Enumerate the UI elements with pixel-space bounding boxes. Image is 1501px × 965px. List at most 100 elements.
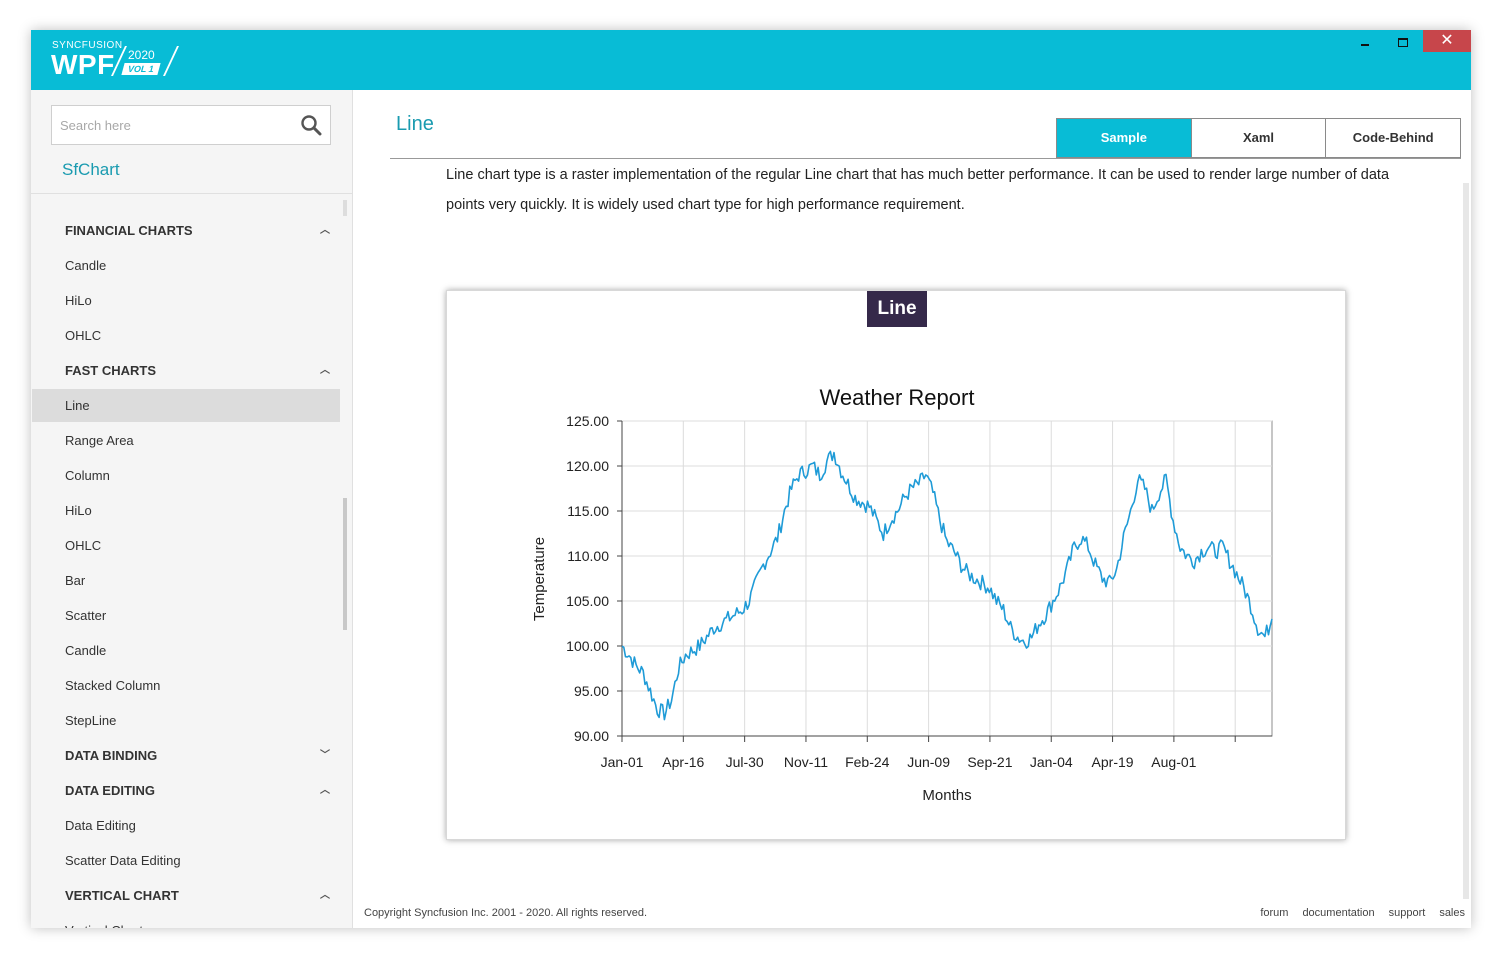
- sidebar-item-label: DATA BINDING: [65, 748, 158, 763]
- sidebar-item-label: Data Editing: [65, 818, 136, 833]
- x-axis-label: Months: [922, 787, 971, 804]
- y-tick-label: 120.00: [566, 458, 609, 474]
- chevron-up-icon: ︿: [320, 365, 330, 376]
- sidebar: SfChart FINANCIAL CHARTS︿CandleHiLoOHLCF…: [31, 90, 353, 928]
- y-tick-label: 110.00: [567, 548, 609, 564]
- sidebar-item-bar[interactable]: Bar: [32, 564, 340, 597]
- sidebar-group-fast-charts[interactable]: FAST CHARTS ︿: [32, 354, 340, 387]
- x-tick-label: Jan-01: [601, 754, 644, 770]
- sample-description: Line chart type is a raster implementati…: [446, 160, 1461, 220]
- sidebar-item-range-area[interactable]: Range Area: [32, 424, 340, 457]
- sidebar-group-financial-charts[interactable]: FINANCIAL CHARTS ︿: [32, 214, 340, 247]
- nav-scrollbar-top[interactable]: [343, 200, 347, 216]
- description-line-1: Line chart type is a raster implementati…: [446, 167, 1390, 183]
- copyright-text: Copyright Syncfusion Inc. 2001 - 2020. A…: [364, 907, 648, 919]
- tab-xaml[interactable]: Xaml: [1192, 119, 1327, 157]
- sidebar-group-data-editing[interactable]: DATA EDITING ︿: [32, 774, 340, 807]
- sidebar-item-stacked-column[interactable]: Stacked Column: [32, 669, 340, 702]
- sidebar-item-label: Candle: [65, 643, 107, 658]
- sidebar-item-ohlc[interactable]: OHLC: [32, 319, 340, 352]
- title-bar: SYNCFUSION WPF 2020 VOL 1 ✕: [31, 30, 1471, 90]
- sidebar-item-label: Range Area: [65, 433, 134, 448]
- sidebar-item-hilo[interactable]: HiLo: [32, 494, 340, 527]
- chart-card: 90.00 95.00 100.00 105.00 110.00 115.00 120.00…: [446, 290, 1346, 840]
- main-scrollbar[interactable]: [1463, 183, 1469, 899]
- sidebar-item-column[interactable]: Column: [32, 459, 340, 492]
- y-tick-label: 115.00: [567, 503, 609, 519]
- chevron-up-icon: ︿: [320, 785, 330, 796]
- x-tick-label: Nov-11: [784, 754, 828, 770]
- main-content: Line Sample Xaml Code-Behind Line chart …: [354, 90, 1471, 928]
- sidebar-item-stepline[interactable]: StepLine: [32, 704, 340, 737]
- chart-title: Weather Report: [820, 385, 975, 410]
- close-button[interactable]: ✕: [1423, 30, 1471, 52]
- sidebar-item-label: Vertical Chart: [65, 923, 143, 928]
- sidebar-item-scatter-data-editing[interactable]: Scatter Data Editing: [32, 844, 340, 877]
- brand-small: SYNCFUSION: [52, 40, 123, 51]
- header-divider: [390, 158, 1461, 159]
- sidebar-item-label: Bar: [65, 573, 86, 588]
- sidebar-item-data-editing[interactable]: Data Editing: [32, 809, 340, 842]
- search-box[interactable]: [51, 105, 331, 145]
- search-input[interactable]: [60, 106, 290, 144]
- sidebar-item-label: HiLo: [65, 293, 92, 308]
- minimize-button[interactable]: [1347, 30, 1383, 52]
- nav-list: FINANCIAL CHARTS ︿ Candle HiLo OHLC FAST CHAR…: [31, 194, 340, 928]
- x-tick-label: Sep-21: [967, 754, 1012, 770]
- brand-year: 2020: [128, 48, 155, 62]
- sidebar-item-label: Candle: [65, 258, 107, 273]
- sidebar-item-label: Column: [65, 468, 110, 483]
- series-line: [621, 450, 1273, 721]
- sidebar-group-data-binding[interactable]: DATA BINDING ﹀: [32, 739, 340, 772]
- y-tick-label: 125.00: [566, 413, 609, 429]
- minimize-icon: [1361, 44, 1369, 47]
- y-axis-label: Temperature: [531, 537, 548, 621]
- sidebar-item-hilo[interactable]: HiLo: [32, 284, 340, 317]
- footer-link-sales[interactable]: sales: [1439, 907, 1465, 919]
- x-tick-label: Apr-19: [1092, 754, 1134, 770]
- nav-scrollbar-thumb[interactable]: [343, 498, 347, 630]
- sidebar-item-candle[interactable]: Candle: [32, 634, 340, 667]
- logo-slash: [163, 46, 179, 76]
- footer-link-support[interactable]: support: [1388, 907, 1426, 919]
- sidebar-item-label: OHLC: [65, 328, 102, 343]
- footer-link-documentation[interactable]: documentation: [1302, 907, 1375, 919]
- search-icon[interactable]: [300, 114, 322, 136]
- x-tick-label: Jan-04: [1030, 754, 1073, 770]
- sidebar-item-label: FAST CHARTS: [65, 363, 156, 378]
- sidebar-item-label: StepLine: [65, 713, 117, 728]
- sidebar-item-vertical-chart[interactable]: Vertical Chart: [32, 914, 340, 928]
- sidebar-item-label: HiLo: [65, 503, 92, 518]
- product-title[interactable]: SfChart: [62, 160, 120, 179]
- chevron-up-icon: ︿: [320, 225, 330, 236]
- view-tabs: Sample Xaml Code-Behind: [1056, 118, 1461, 158]
- x-tick-label: Aug-01: [1151, 754, 1196, 770]
- footer-link-forum[interactable]: forum: [1260, 907, 1289, 919]
- brand-big: WPF: [51, 49, 115, 80]
- maximize-button[interactable]: [1385, 30, 1421, 52]
- y-tick-label: 105.00: [566, 593, 609, 609]
- y-tick-label: 90.00: [574, 728, 609, 744]
- sidebar-item-candle[interactable]: Candle: [32, 249, 340, 282]
- sidebar-item-label: Scatter: [65, 608, 107, 623]
- chevron-down-icon: ﹀: [320, 750, 330, 761]
- tab-code-behind[interactable]: Code-Behind: [1352, 130, 1434, 145]
- sidebar-item-ohlc[interactable]: OHLC: [32, 529, 340, 562]
- sidebar-item-line[interactable]: Line: [32, 389, 340, 422]
- description-line-2: points very quickly. It is widely used c…: [446, 197, 965, 213]
- sidebar-item-scatter[interactable]: Scatter: [32, 599, 340, 632]
- brand-vol: VOL 1: [121, 63, 161, 75]
- y-tick-label: 100.00: [566, 638, 609, 654]
- app-window: SYNCFUSION WPF 2020 VOL 1 ✕ SfChart FINA…: [31, 30, 1471, 928]
- plot-area: [621, 420, 1273, 737]
- sidebar-item-label: VERTICAL CHART: [65, 888, 179, 903]
- sidebar-item-label: OHLC: [65, 538, 102, 553]
- chart: 90.00 95.00 100.00 105.00 110.00 115.00 120.00…: [531, 385, 1273, 804]
- sidebar-item-label: Scatter Data Editing: [65, 853, 181, 868]
- sidebar-item-label: Line: [65, 398, 90, 413]
- chart-badge: Line: [867, 291, 927, 327]
- x-tick-label: Apr-16: [662, 754, 704, 770]
- sidebar-group-vertical-chart[interactable]: VERTICAL CHART ︿: [32, 879, 340, 912]
- x-tick-label: Feb-24: [845, 754, 890, 770]
- tab-sample[interactable]: Sample: [1057, 119, 1192, 157]
